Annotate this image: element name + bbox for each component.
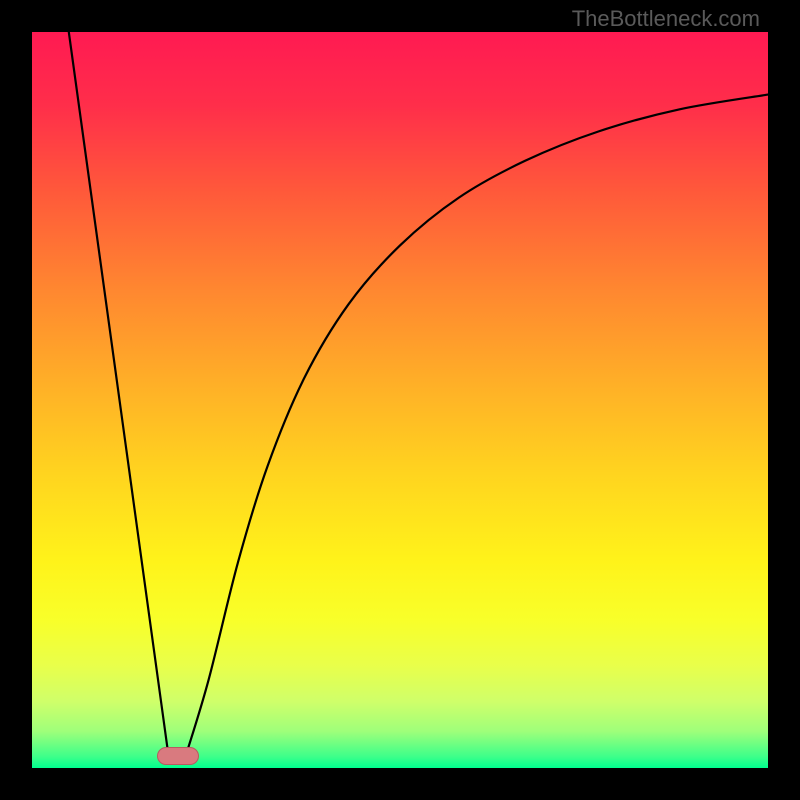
curve-descending-branch xyxy=(69,32,168,753)
bottleneck-curve xyxy=(32,32,768,768)
trough-marker xyxy=(157,747,199,765)
curve-ascending-branch xyxy=(187,95,768,754)
plot-area xyxy=(32,32,768,768)
watermark-text: TheBottleneck.com xyxy=(572,6,760,32)
chart-container: TheBottleneck.com xyxy=(0,0,800,800)
